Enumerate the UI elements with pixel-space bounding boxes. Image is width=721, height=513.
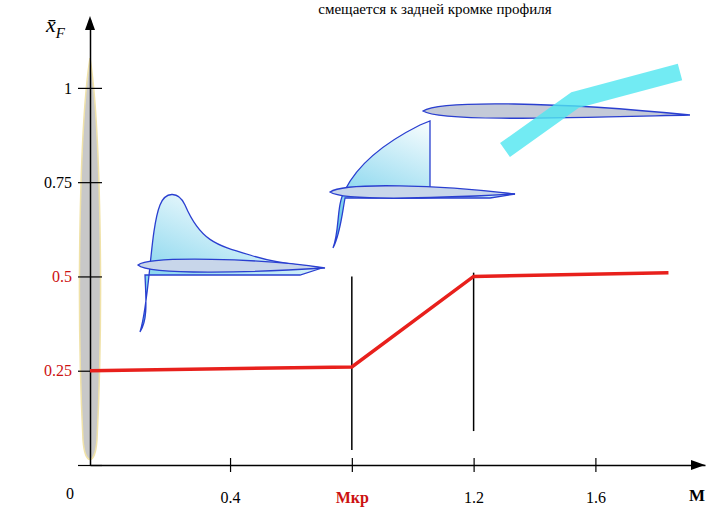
- x-tick: 1.6: [586, 458, 606, 506]
- x-tick: Mкр: [336, 458, 369, 507]
- y-tick: 0.5: [52, 268, 102, 285]
- x-tick-mark: [230, 458, 231, 472]
- y-tick-label: 0.25: [44, 362, 72, 379]
- y-tick-mark: [78, 465, 102, 466]
- data-line: [90, 273, 668, 371]
- pressure-distribution: [333, 121, 515, 248]
- x-axis-title: M: [689, 486, 705, 505]
- x-axis-arrow: [691, 460, 705, 470]
- airfoil-icon: [330, 186, 515, 199]
- y-tick-mark: [78, 276, 102, 277]
- shock-wave: [505, 72, 680, 150]
- x-tick: 0.4: [221, 458, 241, 506]
- y-tick-label: 0.75: [44, 174, 72, 191]
- y-axis-title-sub: F: [55, 25, 66, 41]
- x-tick-label: 0.4: [221, 489, 241, 506]
- x-tick-mark: [352, 458, 353, 472]
- y-tick: 0: [66, 466, 102, 503]
- y-axis-title-main: x̄: [45, 12, 56, 37]
- x-tick-label: Mкр: [336, 489, 369, 507]
- y-axis-title: x̄F: [45, 12, 66, 41]
- reference-line: [351, 276, 353, 449]
- y-tick-mark: [78, 182, 102, 183]
- y-tick-label: 1: [64, 80, 72, 97]
- reference-line: [473, 273, 475, 431]
- y-axis-line: [90, 21, 92, 466]
- y-tick: 1: [64, 80, 102, 97]
- x-axis: 0.4 Mкр 1.2 1.6: [91, 458, 706, 507]
- y-tick-label: 0.5: [52, 268, 72, 285]
- y-axis: 0 0.25 0.5 0.75 1: [44, 21, 102, 503]
- x-tick: 1.2: [464, 458, 484, 506]
- airfoil-icon: [138, 259, 325, 272]
- y-tick: 0.75: [44, 174, 102, 191]
- x-tick-mark: [474, 458, 475, 472]
- x-tick-mark: [595, 458, 596, 472]
- title: смещается к задней кромке профиля: [318, 1, 552, 17]
- plot-area: [90, 273, 668, 450]
- y-axis-arrow: [85, 16, 95, 30]
- y-tick-label: 0: [66, 485, 74, 502]
- illustrations: [79, 58, 690, 460]
- x-tick-label: 1.2: [464, 489, 484, 506]
- y-tick-mark: [78, 88, 102, 89]
- chart-svg: смещается к задней кромке профиля 0.4 Mкр 1…: [0, 0, 721, 513]
- x-tick-label: 1.6: [586, 489, 606, 506]
- x-axis-line: [91, 465, 706, 467]
